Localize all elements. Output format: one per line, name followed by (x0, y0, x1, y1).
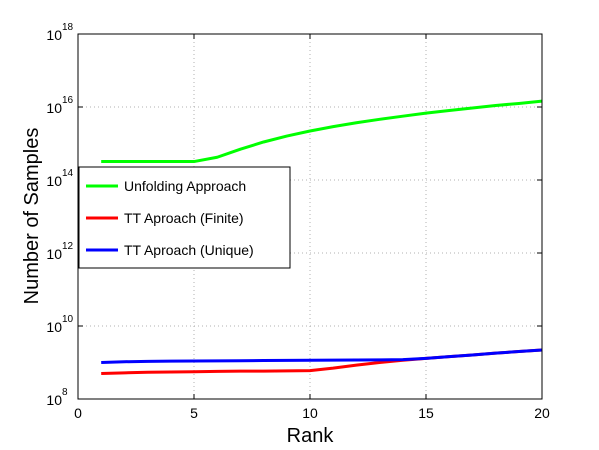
series-line-2 (101, 348, 543, 364)
legend-label: TT Aproach (Unique) (124, 242, 254, 258)
y-tick-label: 10 12 (46, 241, 73, 262)
y-tick-label: 10 18 (46, 22, 73, 43)
y-tick-label-base: 10 (46, 27, 62, 43)
x-tick-label: 15 (418, 405, 434, 421)
grid (78, 34, 542, 399)
x-tick-label: 20 (534, 405, 550, 421)
y-tick-label-base: 10 (46, 100, 62, 116)
y-axis-title: Number of Samples (21, 128, 43, 305)
series-layer (101, 99, 543, 375)
legend: Unfolding Approach TT Aproach (Finite) TT … (78, 166, 291, 269)
legend-label: Unfolding Approach (124, 178, 246, 194)
y-tick-label-base: 10 (46, 173, 62, 189)
y-tick-label-exponent: 18 (62, 22, 74, 33)
y-tick-label-base: 10 (46, 319, 62, 335)
x-tick-label: 10 (302, 405, 318, 421)
x-tick-label: 5 (190, 405, 198, 421)
y-tick-label-exponent: 14 (62, 168, 74, 179)
y-tick-label-base: 10 (46, 392, 62, 408)
legend-label: TT Aproach (Finite) (124, 210, 244, 226)
y-tick-label: 10 16 (46, 95, 73, 116)
y-tick-label-exponent: 8 (62, 387, 68, 398)
legend-entries: Unfolding Approach TT Aproach (Finite) TT … (86, 178, 254, 258)
y-tick-label: 10 8 (46, 387, 68, 408)
y-tick-label-exponent: 16 (62, 95, 74, 106)
series-line-0 (101, 99, 543, 164)
x-tick-label: 0 (74, 405, 82, 421)
x-tick-labels: 0 5 10 15 20 (74, 405, 550, 421)
y-tick-label: 10 10 (46, 314, 73, 335)
y-tick-label: 10 14 (46, 168, 73, 189)
y-tick-label-exponent: 10 (62, 314, 74, 325)
x-axis-title: Rank (287, 425, 335, 447)
y-tick-label-exponent: 12 (62, 241, 74, 252)
y-tick-label-base: 10 (46, 246, 62, 262)
